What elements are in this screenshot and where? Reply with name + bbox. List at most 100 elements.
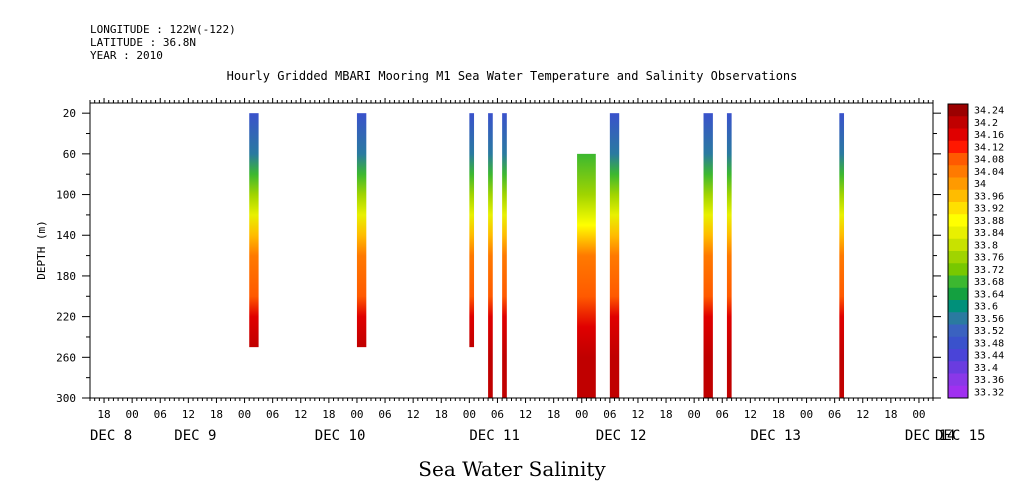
colorbar-label: 33.76 (974, 253, 1004, 264)
colorbar-swatch (948, 214, 968, 227)
x-day-label: DEC 15 (935, 428, 986, 444)
colorbar-swatch (948, 153, 968, 166)
salinity-column (726, 113, 732, 398)
colorbar-swatch (948, 189, 968, 203)
colorbar-label: 33.32 (974, 387, 1004, 398)
colorbar-label: 33.64 (974, 289, 1004, 300)
colorbar-label: 34.04 (974, 167, 1004, 178)
colorbar-swatch (948, 238, 968, 252)
x-tick-label: 18 (435, 408, 448, 421)
x-tick-label: 06 (491, 408, 504, 421)
colorbar-label: 33.4 (974, 363, 998, 374)
plot-frame (89, 102, 934, 399)
x-tick-label: 12 (182, 408, 195, 421)
colorbar-swatch (948, 177, 968, 191)
salinity-column (356, 113, 367, 348)
y-tick-label: 260 (56, 351, 76, 364)
colorbar-swatch (948, 385, 968, 399)
year-label: YEAR : 2010 (90, 49, 163, 62)
colorbar-swatch (948, 202, 968, 215)
y-tick-label: 300 (56, 392, 76, 405)
colorbar-label: 34.24 (974, 106, 1004, 117)
x-tick-label: 18 (772, 408, 785, 421)
colorbar-swatch (948, 165, 968, 178)
latitude-label: LATITUDE : 36.8N (90, 36, 196, 49)
colorbar-swatch (948, 275, 968, 289)
salinity-column (577, 153, 596, 398)
salinity-column (488, 113, 493, 398)
x-tick-label: 00 (238, 408, 251, 421)
colorbar-swatch (948, 300, 968, 313)
colorbar-label: 34.12 (974, 142, 1004, 153)
x-tick-label: 00 (800, 408, 813, 421)
x-tick-label: 18 (210, 408, 223, 421)
colorbar-label: 33.68 (974, 277, 1004, 288)
x-tick-label: 18 (97, 408, 110, 421)
colorbar-label: 34 (974, 179, 986, 190)
x-day-label: DEC 14 (905, 428, 956, 444)
x-tick-label: 12 (519, 408, 532, 421)
x-day-label: DEC 13 (750, 428, 801, 444)
colorbar-label: 33.96 (974, 191, 1004, 202)
x-tick-label: 00 (350, 408, 363, 421)
x-tick-label: 06 (266, 408, 279, 421)
x-day-label: DEC 12 (596, 428, 647, 444)
x-day-label: DEC 9 (174, 428, 216, 444)
x-tick-label: 18 (322, 408, 335, 421)
x-tick-label: 18 (884, 408, 897, 421)
salinity-column (703, 113, 713, 398)
colorbar-label: 33.92 (974, 204, 1004, 215)
colorbar-swatch (948, 128, 968, 142)
x-tick-label: 18 (547, 408, 560, 421)
colorbar-label: 33.36 (974, 375, 1004, 386)
colorbar-swatch (948, 287, 968, 301)
y-tick-label: 180 (56, 270, 76, 283)
colorbar-label: 33.88 (974, 216, 1004, 227)
x-tick-label: 12 (407, 408, 420, 421)
colorbar-label: 34.16 (974, 130, 1004, 141)
y-tick-label: 100 (56, 189, 76, 202)
colorbar-label: 33.8 (974, 240, 998, 251)
y-tick-label: 60 (63, 148, 76, 161)
colorbar-swatch (948, 349, 968, 362)
y-tick-label: 220 (56, 311, 76, 324)
x-tick-label: 06 (154, 408, 167, 421)
x-tick-label: 06 (378, 408, 391, 421)
longitude-label: LONGITUDE : 122W(-122) (90, 23, 236, 36)
colorbar-label: 34.2 (974, 118, 998, 129)
salinity-column (609, 113, 620, 398)
x-axis-labels: 18 00 06 12 18 00 06 12 18 00 06 12 18 00 06 12 18 00 06 12… (90, 408, 986, 444)
colorbar-swatch (948, 263, 968, 276)
axis-ticks (82, 98, 941, 403)
colorbar-label: 33.44 (974, 351, 1004, 362)
colorbar-swatch (948, 226, 968, 240)
x-tick-label: 00 (575, 408, 588, 421)
y-tick-label: 140 (56, 229, 76, 242)
x-tick-label: 06 (603, 408, 616, 421)
x-day-label: DEC 11 (469, 428, 520, 444)
x-day-label: DEC 8 (90, 428, 132, 444)
salinity-column (839, 113, 845, 398)
data-columns (249, 113, 845, 398)
colorbar-label: 33.84 (974, 228, 1004, 239)
x-tick-label: 06 (828, 408, 841, 421)
x-tick-label: 00 (912, 408, 925, 421)
colorbar-swatch (948, 104, 968, 117)
x-day-label: DEC 10 (315, 428, 366, 444)
colorbar-label: 34.08 (974, 155, 1004, 166)
colorbar-label: 33.72 (974, 265, 1004, 276)
y-axis-title: DEPTH (m) (35, 220, 48, 280)
x-tick-label: 18 (659, 408, 672, 421)
x-axis-title: Sea Water Salinity (418, 457, 606, 481)
salinity-column (502, 113, 507, 398)
colorbar-swatch (948, 336, 968, 350)
x-tick-label: 06 (716, 408, 729, 421)
colorbar-swatch (948, 251, 968, 264)
salinity-column (249, 113, 259, 348)
y-axis-labels: 20 60 100 140 180 220 260 300 (56, 107, 76, 405)
colorbar-swatch (948, 116, 968, 129)
colorbar-label: 33.52 (974, 326, 1004, 337)
x-tick-label: 12 (294, 408, 307, 421)
